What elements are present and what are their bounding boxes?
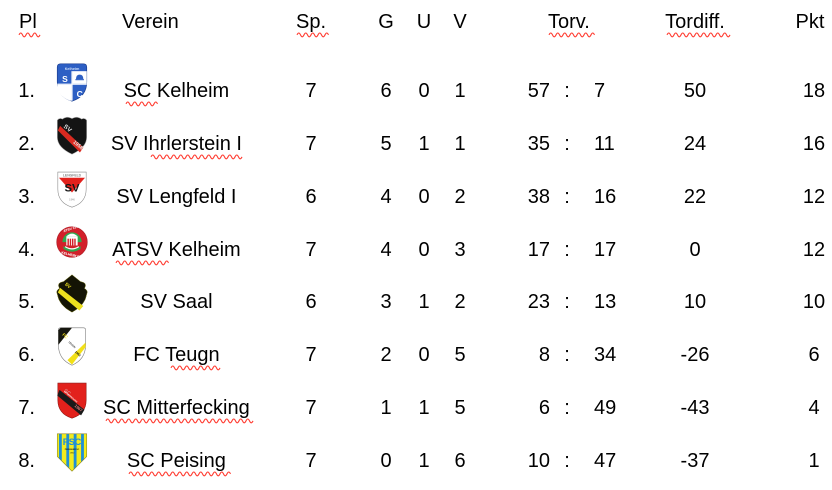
svg-text:Kelheim: Kelheim (65, 67, 80, 71)
svg-text:C: C (77, 89, 83, 99)
svg-text:PSC: PSC (63, 437, 82, 447)
svg-text:1946: 1946 (69, 197, 75, 201)
svg-text:PEISINGER SC: PEISINGER SC (65, 449, 80, 451)
svg-text:LENGFELD: LENGFELD (63, 173, 82, 177)
svg-text:S: S (62, 74, 68, 84)
svg-text:SV: SV (64, 182, 80, 194)
